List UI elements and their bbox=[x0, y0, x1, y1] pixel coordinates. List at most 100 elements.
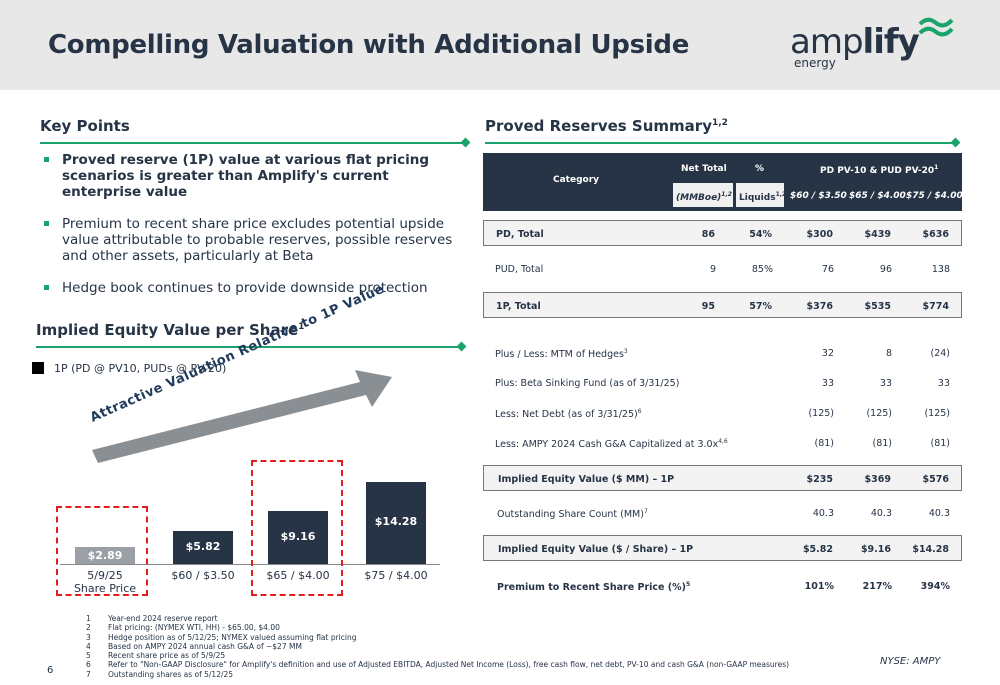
row-value-v1: $5.82 bbox=[802, 544, 833, 555]
bar-value-label: $14.28 bbox=[374, 515, 418, 528]
row-value-v2: 33 bbox=[879, 378, 892, 389]
row-value-pct: 85% bbox=[751, 264, 773, 275]
chart-bar: $9.16 bbox=[268, 511, 328, 564]
row-value-v3: $774 bbox=[922, 301, 949, 312]
highlight-box bbox=[251, 460, 343, 596]
bar-value-label: $5.82 bbox=[185, 540, 221, 553]
row-value-net: 95 bbox=[701, 301, 715, 312]
logo-subtext: energy bbox=[794, 56, 836, 70]
row-value-v1: 101% bbox=[804, 581, 834, 592]
row-value-v1: (81) bbox=[814, 438, 834, 449]
row-value-v3: $636 bbox=[922, 229, 949, 240]
row-label: Less: AMPY 2024 Cash G&A Capitalized at … bbox=[495, 438, 728, 451]
header-mmboe-cell bbox=[673, 183, 733, 207]
legend-label: 1P (PD @ PV10, PUDs @ PV-20) bbox=[54, 362, 227, 375]
key-points-rule bbox=[40, 142, 465, 144]
row-value-v1: (125) bbox=[808, 408, 834, 419]
row-value-v3: (81) bbox=[930, 438, 950, 449]
header-mmboe: (MMBoe)1,2 bbox=[676, 191, 732, 203]
row-label: Implied Equity Value ($ / Share) – 1P bbox=[498, 544, 694, 555]
row-label: PD, Total bbox=[496, 229, 544, 240]
header-category: Category bbox=[553, 175, 600, 185]
bar-value-label: $2.89 bbox=[87, 549, 123, 562]
highlight-box bbox=[56, 506, 148, 596]
x-axis-label: $65 / $4.00 bbox=[266, 569, 330, 582]
row-label: Plus / Less: MTM of Hedges3 bbox=[495, 348, 628, 361]
reserves-title: Proved Reserves Summary1,2 bbox=[485, 117, 728, 135]
row-value-v1: 33 bbox=[821, 378, 834, 389]
footnote: 4 Based on AMPY 2024 annual cash G&A of ~… bbox=[86, 641, 302, 651]
x-axis-label: $75 / $4.00 bbox=[364, 569, 428, 582]
table-row: 1P, Total 95 57% $376 $535 $774 bbox=[483, 292, 962, 318]
row-value-v3: 138 bbox=[931, 264, 950, 275]
header-price-3: $75 / $4.00 bbox=[906, 191, 963, 201]
footnote: 6 Refer to "Non-GAAP Disclosure" for Ampl… bbox=[86, 660, 790, 670]
key-points-list: Proved reserve (1P) value at various fla… bbox=[40, 152, 470, 312]
row-value-net: 9 bbox=[709, 264, 716, 275]
row-label: Premium to Recent Share Price (%)5 bbox=[497, 581, 691, 594]
reserves-table-header: Category Net Total % PD PV-10 & PUD PV-2… bbox=[483, 153, 963, 211]
chart-bar: $14.28 bbox=[366, 482, 426, 564]
row-value-v3: 33 bbox=[937, 378, 950, 389]
bar-value-label: $9.16 bbox=[280, 530, 316, 543]
logo-wave-icon bbox=[918, 17, 954, 37]
table-row: Plus / Less: MTM of Hedges3 32 8 (24) bbox=[483, 340, 962, 366]
header-pv: PD PV-10 & PUD PV-201 bbox=[820, 164, 939, 176]
table-row: Less: AMPY 2024 Cash G&A Capitalized at … bbox=[483, 430, 962, 456]
x-axis-label: $60 / $3.50 bbox=[171, 569, 235, 582]
row-value-v2: (125) bbox=[866, 408, 892, 419]
row-value-net: 86 bbox=[701, 229, 715, 240]
footnote: 5 Recent share price as of 5/9/25 bbox=[86, 651, 226, 661]
equity-chart-title: Implied Equity Value per Share1 bbox=[36, 321, 305, 339]
row-value-v2: 96 bbox=[879, 264, 892, 275]
page-title: Compelling Valuation with Additional Ups… bbox=[48, 30, 690, 60]
reserves-rule bbox=[485, 142, 955, 144]
row-value-v2: 217% bbox=[862, 581, 892, 592]
row-value-v1: $300 bbox=[806, 229, 833, 240]
table-row: Outstanding Share Count (MM)7 40.3 40.3 40.… bbox=[483, 500, 962, 526]
key-point-1: Proved reserve (1P) value at various fla… bbox=[40, 152, 470, 200]
row-value-v3: 40.3 bbox=[928, 508, 950, 519]
row-value-v2: 8 bbox=[885, 348, 892, 359]
table-row: Implied Equity Value ($ / Share) – 1P $5.… bbox=[483, 535, 962, 561]
key-point-2: Premium to recent share price excludes p… bbox=[40, 216, 470, 264]
footnote: 1 Year-end 2024 reserve report bbox=[86, 614, 218, 623]
header-price-1: $60 / $3.50 bbox=[790, 191, 847, 201]
header-band: Compelling Valuation with Additional Ups… bbox=[0, 0, 1000, 90]
header-price-2: $65 / $4.00 bbox=[849, 191, 906, 201]
header-liquids-cell bbox=[736, 183, 784, 207]
ticker-symbol: NYSE: AMPY bbox=[880, 656, 941, 667]
chart-bar: $2.89 bbox=[75, 547, 135, 564]
row-value-pct: 57% bbox=[749, 301, 772, 312]
footnote: 2 Flat pricing: (NYMEX WTI, HH) - $65.00,… bbox=[86, 623, 280, 633]
row-label: 1P, Total bbox=[496, 301, 541, 312]
row-label: Less: Net Debt (as of 3/31/25)6 bbox=[495, 408, 642, 421]
chart-baseline bbox=[60, 564, 440, 565]
row-value-v1: 32 bbox=[821, 348, 834, 359]
table-row: Implied Equity Value ($ MM) – 1P $235 $369… bbox=[483, 465, 962, 491]
row-value-v2: $369 bbox=[864, 474, 891, 485]
logo-wordmark: amplify bbox=[790, 22, 920, 62]
row-value-v3: 394% bbox=[920, 581, 950, 592]
table-row: PUD, Total 9 85% 76 96 138 bbox=[483, 256, 962, 282]
row-label: Plus: Beta Sinking Fund (as of 3/31/25) bbox=[495, 378, 680, 389]
table-row: PD, Total 86 54% $300 $439 $636 bbox=[483, 220, 962, 246]
row-value-v1: 76 bbox=[821, 264, 834, 275]
table-row: Premium to Recent Share Price (%)5 101% 21… bbox=[483, 573, 962, 599]
amplify-logo: amplify energy bbox=[790, 17, 960, 73]
row-value-v3: (125) bbox=[924, 408, 950, 419]
x-axis-label: 5/9/25 Share Price bbox=[73, 569, 137, 595]
key-point-3: Hedge book continues to provide downside… bbox=[40, 280, 470, 296]
footnote: 7 Outstanding shares as of 5/12/25 bbox=[86, 669, 234, 679]
page-number: 6 bbox=[47, 665, 54, 676]
row-label: PUD, Total bbox=[495, 264, 544, 275]
row-value-v1: $235 bbox=[806, 474, 833, 485]
chart-bar: $5.82 bbox=[173, 531, 233, 564]
row-value-v2: 40.3 bbox=[870, 508, 892, 519]
table-row: Less: Net Debt (as of 3/31/25)6 (125) (125… bbox=[483, 400, 962, 426]
footnotes: 1 Year-end 2024 reserve report 2 Flat prici… bbox=[86, 614, 789, 679]
row-label: Outstanding Share Count (MM)7 bbox=[497, 508, 648, 521]
row-value-v2: $439 bbox=[864, 229, 891, 240]
row-value-v1: $376 bbox=[806, 301, 833, 312]
